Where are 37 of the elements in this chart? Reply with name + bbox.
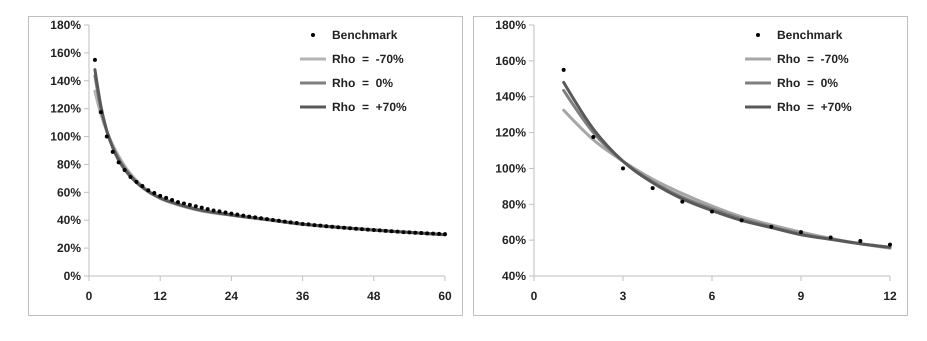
y-tick-label: 120% [50,102,82,116]
y-tick-label: 100% [50,130,82,144]
y-tick-label: 40% [502,269,526,283]
x-tick-label: 0 [86,289,93,303]
x-tick-label: 12 [154,289,168,303]
x-tick-label: 3 [620,289,627,303]
y-tick-label: 60% [502,233,526,248]
y-tick-label: 160% [495,54,526,68]
legend-label: Rho = +70% [332,100,408,114]
legend-label: Benchmark [332,28,398,42]
legend-label: Rho = +70% [777,100,852,114]
x-tick-label: 9 [798,289,805,303]
legend-label: Rho = 0% [332,76,394,90]
y-tick-label: 100% [495,161,526,176]
y-tick-label: 120% [495,126,526,140]
x-tick-label: 12 [883,289,897,303]
y-tick-label: 160% [50,46,82,60]
y-tick-label: 140% [495,90,526,104]
y-tick-label: 80% [56,157,82,172]
x-tick-label: 60 [438,289,452,303]
y-tick-label: 140% [50,74,82,88]
legend-label: Rho = 0% [777,76,838,90]
legend-label: Rho = -70% [777,52,850,66]
y-tick-label: 60% [56,185,82,200]
x-tick-label: 0 [530,289,538,303]
legend-label: Rho = -70% [332,52,404,66]
y-tick-label: 80% [502,197,526,212]
y-tick-label: 20% [56,241,82,256]
x-tick-label: 36 [296,289,310,303]
legend-label: Benchmark [777,28,843,42]
x-tick-label: 24 [224,289,238,303]
y-tick-label: 40% [56,213,82,228]
y-tick-label: 180% [50,18,82,32]
x-tick-label: 48 [367,289,381,303]
y-tick-label: 0% [64,269,82,283]
x-tick-label: 6 [708,289,716,303]
y-tick-label: 180% [495,18,526,32]
